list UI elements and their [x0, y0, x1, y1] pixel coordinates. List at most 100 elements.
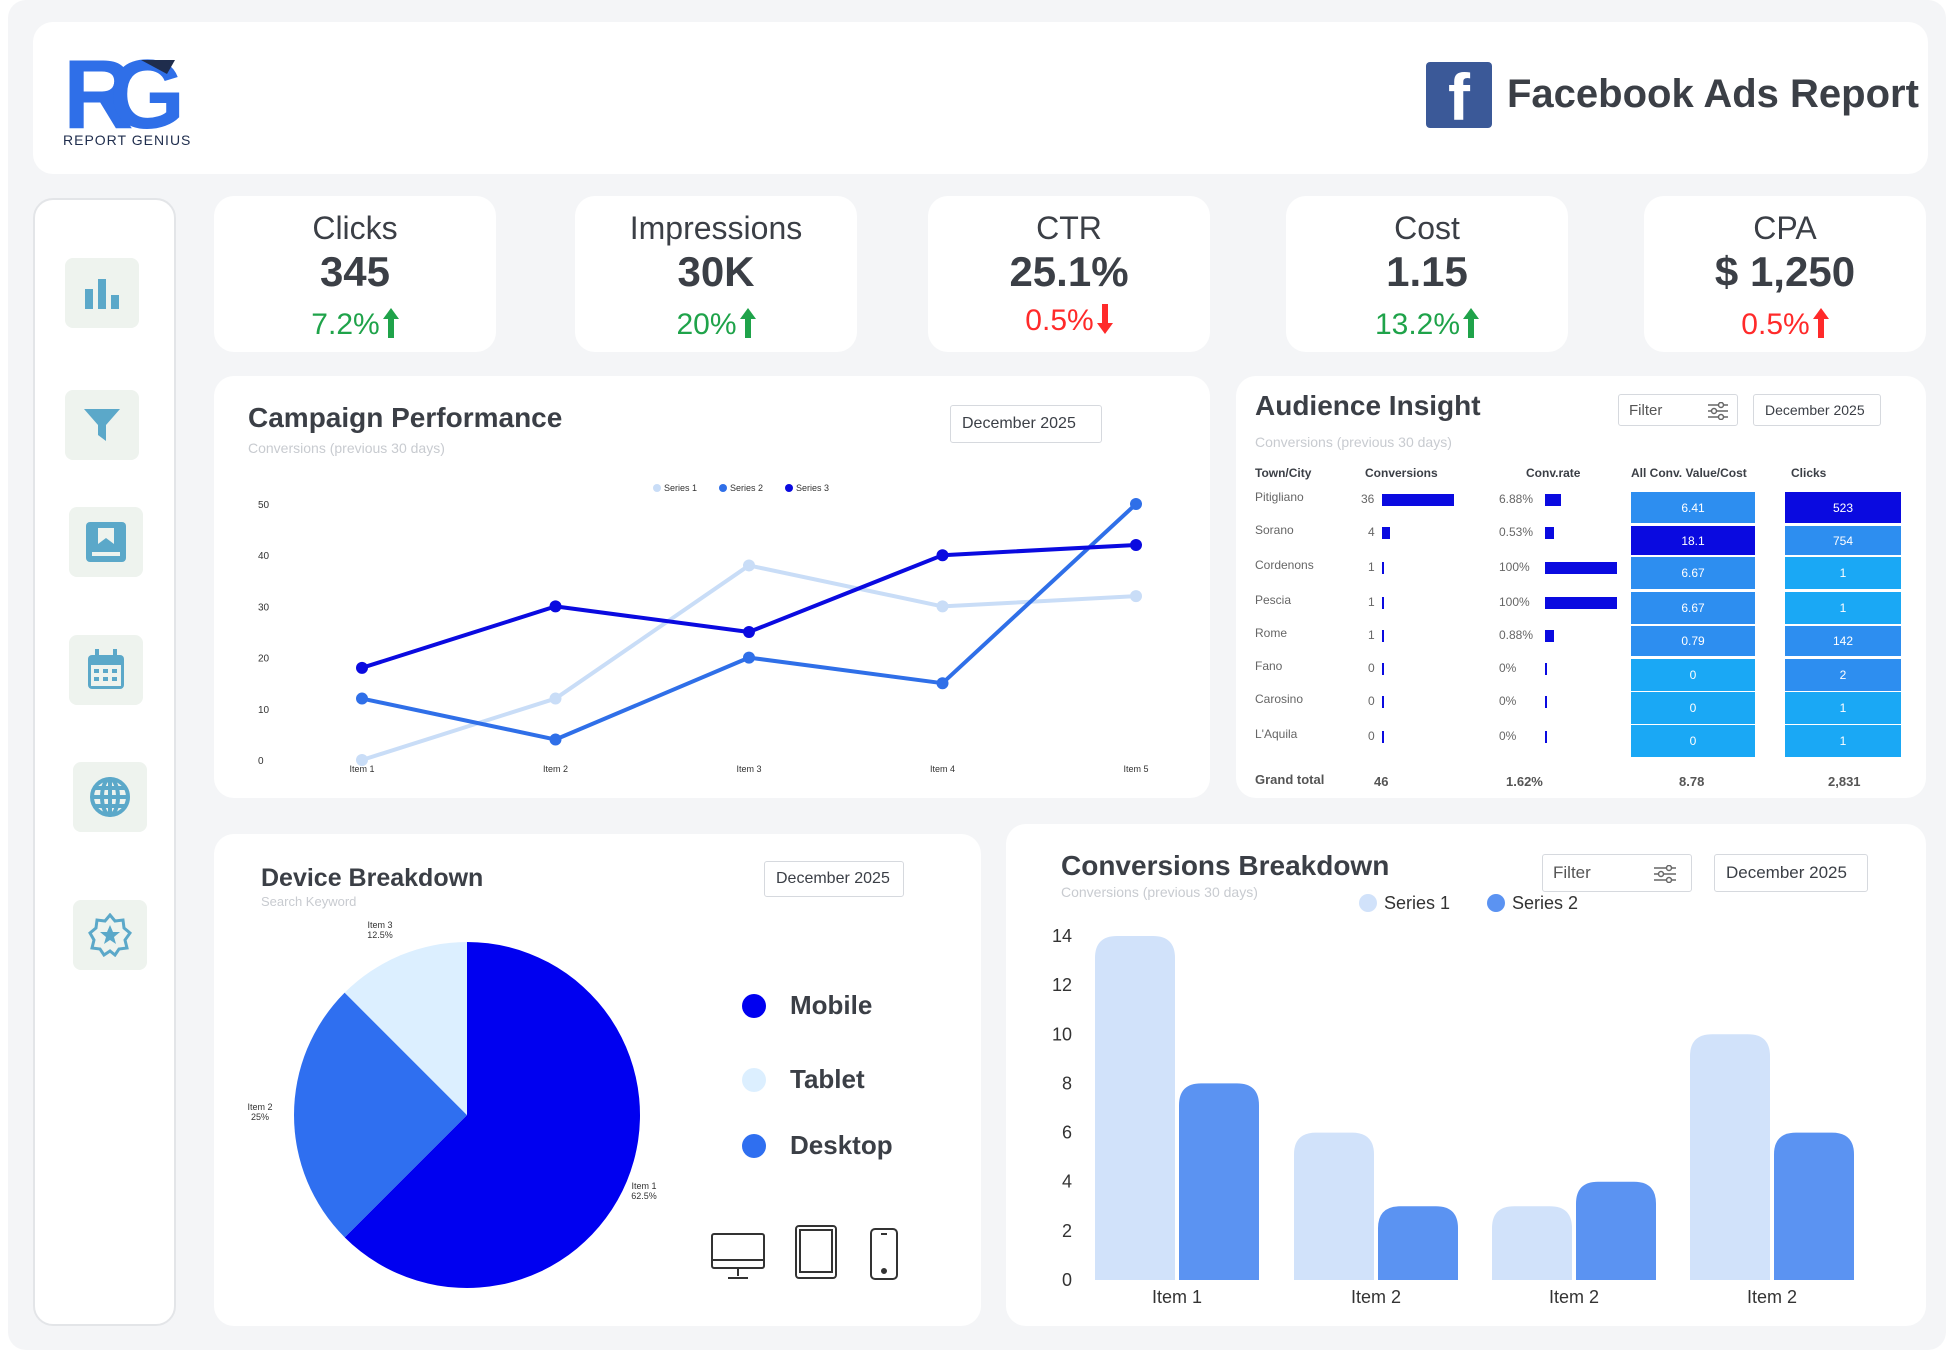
- x-tick-label: Item 1: [349, 764, 374, 774]
- city-name: Pescia: [1255, 593, 1292, 607]
- legend-marker: [785, 484, 793, 492]
- conversions-bar: [1382, 696, 1384, 708]
- x-tick-label: Item 2: [1549, 1287, 1599, 1307]
- legend-dot: [742, 1133, 766, 1158]
- legend-dot: [742, 993, 766, 1018]
- filter-button[interactable]: Filter: [1618, 394, 1738, 426]
- conv-rate-bar: [1545, 562, 1617, 574]
- legend-marker: [719, 484, 727, 492]
- value-cost-cell: 18.1: [1631, 526, 1755, 555]
- grand-total-conv-rate: 1.62%: [1506, 774, 1543, 789]
- kpi-label: CTR: [1036, 210, 1102, 246]
- kpi-value: 25.1%: [1009, 248, 1129, 295]
- data-point: [356, 754, 368, 766]
- conv-rate-bar: [1545, 597, 1617, 609]
- slice-percent: 62.5%: [631, 1191, 657, 1201]
- kpi-card-cost: Cost 1.15 13.2%: [1286, 196, 1568, 352]
- value-cost-cell: 6.67: [1631, 557, 1755, 589]
- legend-label: Series 2: [730, 483, 763, 493]
- x-tick-label: Item 3: [736, 764, 761, 774]
- kpi-value: 345: [319, 248, 391, 295]
- city-name: L'Aquila: [1255, 727, 1298, 741]
- kpi-card-impressions: Impressions 30K 20%: [575, 196, 857, 352]
- panel-title: Campaign Performance: [248, 402, 563, 433]
- panel-subtitle: Conversions (previous 30 days): [1061, 884, 1258, 900]
- kpi-change: 20%: [575, 308, 857, 342]
- bar-chart-icon: [85, 279, 119, 309]
- clicks-cell: 1: [1785, 557, 1901, 589]
- bar: [1774, 1132, 1854, 1280]
- kpi-change: 7.2%: [214, 308, 496, 342]
- y-tick-label: 14: [1052, 926, 1072, 946]
- bar: [1378, 1206, 1458, 1280]
- rg-logo-mark: R G: [63, 39, 185, 149]
- legend-label: Series 1: [1384, 893, 1450, 913]
- tablet-icon: [795, 1225, 837, 1279]
- x-tick-label: Item 5: [1123, 764, 1148, 774]
- conversions-bar: [1382, 731, 1384, 743]
- arrow-up-icon: [382, 308, 399, 338]
- grand-total-value-cost: 8.78: [1679, 774, 1705, 789]
- filter-label: Filter: [1553, 863, 1591, 882]
- conversions-bar: [1382, 663, 1384, 675]
- kpi-value: 30K: [677, 248, 755, 295]
- data-point: [743, 651, 755, 664]
- conv-rate-value: 0.88%: [1499, 628, 1534, 642]
- brand-logo[interactable]: R G REPORT GENIUS: [63, 39, 203, 156]
- column-header: All Conv. Value/Cost: [1631, 466, 1747, 480]
- legend-item-desktop: Desktop: [742, 1130, 893, 1161]
- conv-rate-value: 6.88%: [1499, 492, 1534, 506]
- column-header: Conversions: [1365, 466, 1438, 480]
- data-point: [1130, 590, 1142, 603]
- calendar-icon: [88, 649, 124, 689]
- arrow-up-icon: [1463, 308, 1480, 338]
- series-line: [361, 502, 1138, 742]
- date-selector[interactable]: December 2025: [950, 405, 1102, 443]
- date-selector[interactable]: December 2025: [1714, 854, 1868, 892]
- sidebar-item-calendar[interactable]: [69, 635, 143, 705]
- legend-label: Series 1: [664, 483, 697, 493]
- conv-rate-bar: [1545, 527, 1554, 539]
- y-tick-label: 0: [1062, 1270, 1072, 1290]
- data-point: [549, 692, 562, 705]
- conv-rate-value: 0.53%: [1499, 525, 1534, 539]
- x-tick-label: Item 4: [930, 764, 955, 774]
- data-point: [936, 677, 949, 690]
- panel-subtitle: Conversions (previous 30 days): [248, 440, 445, 456]
- y-tick-label: 0: [258, 756, 264, 767]
- sidebar-item-charts[interactable]: [65, 258, 139, 328]
- slice-label: Item 3: [367, 920, 392, 930]
- conversions-value: 1: [1368, 628, 1375, 642]
- x-tick-label: Item 2: [1747, 1287, 1797, 1307]
- city-name: Carosino: [1255, 692, 1304, 706]
- date-selector[interactable]: December 2025: [764, 861, 904, 897]
- date-selector[interactable]: December 2025: [1753, 394, 1881, 426]
- y-tick-label: 30: [258, 602, 270, 613]
- city-name: Sorano: [1255, 523, 1294, 537]
- kpi-card-ctr: CTR 25.1% 0.5%: [928, 196, 1210, 352]
- sidebar-item-badge[interactable]: [73, 900, 147, 970]
- conv-rate-bar: [1545, 731, 1547, 743]
- sidebar-item-bookmarks[interactable]: [69, 507, 143, 577]
- phone-icon: [870, 1228, 898, 1280]
- legend-marker: [1359, 894, 1377, 912]
- sidebar: [33, 198, 176, 1326]
- arrow-up-icon: [1812, 308, 1829, 338]
- city-name: Pitigliano: [1255, 490, 1304, 504]
- kpi-change: 13.2%: [1286, 308, 1568, 342]
- clicks-cell: 2: [1785, 659, 1901, 691]
- sidebar-item-filter[interactable]: [65, 390, 139, 460]
- filter-button[interactable]: Filter: [1542, 854, 1692, 892]
- sidebar-item-globe[interactable]: [73, 762, 147, 832]
- globe-icon: [90, 777, 130, 817]
- y-tick-label: 10: [1052, 1024, 1072, 1044]
- panel-subtitle: Conversions (previous 30 days): [1255, 434, 1452, 450]
- kpi-value: 1.15: [1386, 248, 1468, 295]
- report-title: Facebook Ads Report: [1507, 72, 1919, 116]
- conv-rate-value: 0%: [1499, 694, 1517, 708]
- panel-subtitle: Search Keyword: [261, 894, 357, 909]
- y-tick-label: 10: [258, 705, 270, 716]
- slice-label: Item 2: [247, 1102, 272, 1112]
- clicks-cell: 1: [1785, 725, 1901, 757]
- arrow-down-icon: [1096, 304, 1113, 334]
